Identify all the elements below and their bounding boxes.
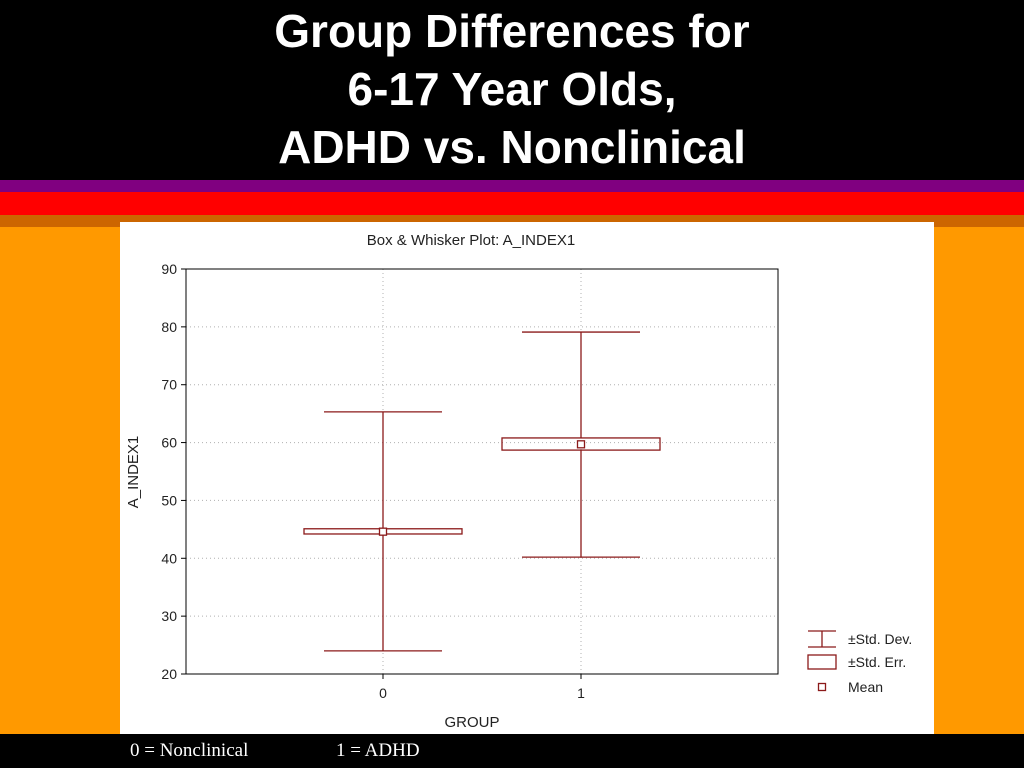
y-tick-label: 30	[161, 608, 177, 624]
x-tick-label: 0	[379, 685, 387, 701]
plot-frame	[185, 268, 779, 675]
std-err-box	[501, 437, 661, 451]
slide-title-line: 6-17 Year Olds,	[347, 63, 677, 115]
legend-item-label: Mean	[848, 679, 883, 695]
axis-layer: 20 30 40 50 60 70 80 90 0 1	[161, 261, 585, 701]
y-tick-label: 60	[161, 435, 177, 451]
y-tick-label: 90	[161, 261, 177, 277]
slide-title-line: Group Differences for	[274, 5, 750, 57]
legend-item-label: ±Std. Err.	[848, 654, 906, 670]
box-whisker-chart: Box & Whisker Plot: A_INDEX1 20 30 40 50 60 7…	[125, 232, 912, 731]
y-tick-label: 40	[161, 550, 177, 566]
legend-item-label: ±Std. Dev.	[848, 631, 912, 647]
y-tick-label: 20	[161, 666, 177, 682]
mean-marker	[576, 440, 586, 449]
grid-layer	[186, 269, 778, 674]
mean-marker	[378, 527, 388, 536]
legend-mean-symbol	[817, 682, 827, 692]
decorative-stripe	[0, 192, 1024, 203]
title-band	[0, 0, 1024, 180]
decorative-stripe	[0, 180, 1024, 192]
y-tick-label: 70	[161, 377, 177, 393]
x-axis-label: GROUP	[444, 714, 499, 731]
slide-title-line: ADHD vs. Nonclinical	[278, 121, 746, 173]
footer-band	[0, 734, 1024, 768]
footnote-group-1: 1 = ADHD	[336, 740, 420, 761]
x-tick-label: 1	[577, 685, 585, 701]
y-tick-label: 80	[161, 319, 177, 335]
plot-layer	[303, 331, 661, 652]
legend: ±Std. Dev. ±Std. Err. Mean	[807, 630, 912, 695]
chart-panel: Box & Whisker Plot: A_INDEX1 20 30 40 50 60 7…	[120, 222, 934, 734]
chart-title: Box & Whisker Plot: A_INDEX1	[367, 232, 575, 249]
legend-std-err-symbol	[807, 654, 837, 670]
y-tick-label: 50	[161, 492, 177, 508]
decorative-stripe	[0, 203, 1024, 215]
slide-title: Group Differences for 6-17 Year Olds, AD…	[0, 2, 1024, 176]
y-axis-label: A_INDEX1	[125, 436, 142, 509]
footnote-group-0: 0 = Nonclinical	[130, 740, 249, 761]
